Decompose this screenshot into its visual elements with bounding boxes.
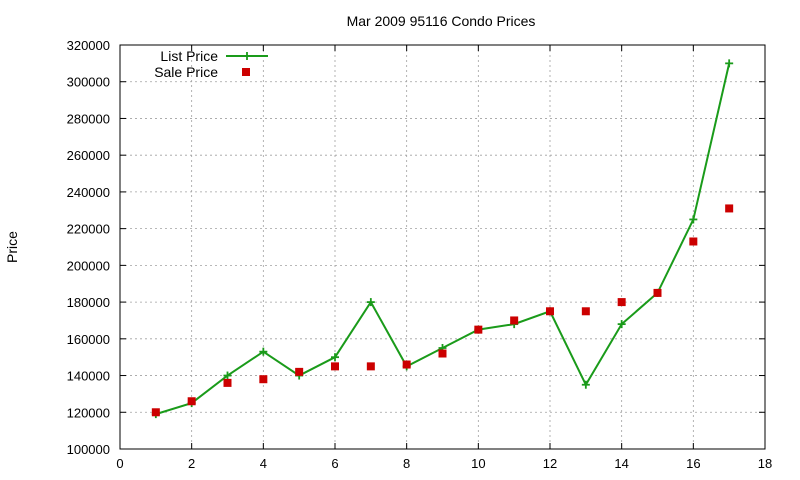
y-axis-label: Price bbox=[4, 231, 20, 263]
sale-price-point bbox=[187, 397, 196, 406]
x-tick-label: 0 bbox=[116, 456, 123, 471]
list-price-point bbox=[223, 371, 232, 380]
list-price-point bbox=[259, 347, 268, 356]
grid bbox=[120, 45, 765, 449]
sale-price-point bbox=[510, 316, 519, 325]
y-tick-label: 100000 bbox=[67, 442, 110, 457]
x-tick-label: 16 bbox=[686, 456, 700, 471]
plot-frame bbox=[119, 44, 766, 450]
sale-price-point bbox=[259, 375, 268, 384]
sale-price-point bbox=[474, 325, 483, 334]
sale-price-point bbox=[295, 367, 304, 376]
sale-price-point bbox=[689, 237, 698, 246]
list-price-point bbox=[725, 59, 734, 68]
sale-price-point bbox=[546, 307, 554, 316]
axis-ticks: 0 2 4 6 8 10 12 14 16 18 100000 120000 140000 160000 1… bbox=[67, 38, 773, 471]
x-tick-label: 6 bbox=[331, 456, 338, 471]
y-tick-label: 140000 bbox=[67, 369, 110, 384]
sale-price-point bbox=[438, 349, 447, 358]
sale-price-point bbox=[331, 362, 339, 371]
x-tick-label: 14 bbox=[614, 456, 628, 471]
x-tick-label: 2 bbox=[188, 456, 195, 471]
sale-price-point bbox=[366, 362, 375, 371]
y-tick-label: 220000 bbox=[67, 222, 110, 237]
sale-price-point bbox=[223, 378, 232, 387]
list-price-point bbox=[366, 298, 375, 307]
y-tick-label: 240000 bbox=[67, 185, 110, 200]
series bbox=[151, 59, 734, 419]
sale-price-point bbox=[151, 408, 160, 417]
legend-marker-list-price bbox=[243, 52, 251, 60]
sale-price-point bbox=[725, 204, 734, 213]
list-price-point bbox=[689, 215, 698, 224]
x-tick-label: 12 bbox=[543, 456, 557, 471]
sale-price-point bbox=[617, 298, 626, 307]
x-tick-label: 18 bbox=[758, 456, 772, 471]
y-tick-label: 120000 bbox=[67, 405, 110, 420]
legend-label-sale-price: Sale Price bbox=[154, 64, 218, 80]
y-tick-label: 320000 bbox=[67, 38, 110, 53]
list-price-point bbox=[581, 380, 590, 389]
x-tick-label: 10 bbox=[471, 456, 485, 471]
list-price-line bbox=[155, 63, 731, 416]
y-tick-label: 260000 bbox=[67, 148, 110, 163]
sale-price-point bbox=[402, 360, 411, 369]
y-tick-label: 300000 bbox=[67, 75, 110, 90]
y-tick-label: 280000 bbox=[67, 111, 110, 126]
y-tick-label: 180000 bbox=[67, 295, 110, 310]
series-sale-price bbox=[151, 204, 734, 417]
list-price-point bbox=[331, 353, 339, 362]
y-tick-label: 200000 bbox=[67, 258, 110, 273]
sale-price-point bbox=[581, 307, 590, 316]
legend-marker-sale-price bbox=[242, 68, 250, 76]
x-tick-label: 4 bbox=[260, 456, 267, 471]
list-price-point bbox=[617, 320, 626, 329]
y-tick-label: 160000 bbox=[67, 332, 110, 347]
chart-title: Mar 2009 95116 Condo Prices bbox=[347, 13, 536, 29]
legend-label-list-price: List Price bbox=[160, 48, 218, 64]
series-list-price bbox=[151, 59, 734, 419]
sale-price-point bbox=[653, 288, 662, 297]
x-tick-label: 8 bbox=[403, 456, 410, 471]
